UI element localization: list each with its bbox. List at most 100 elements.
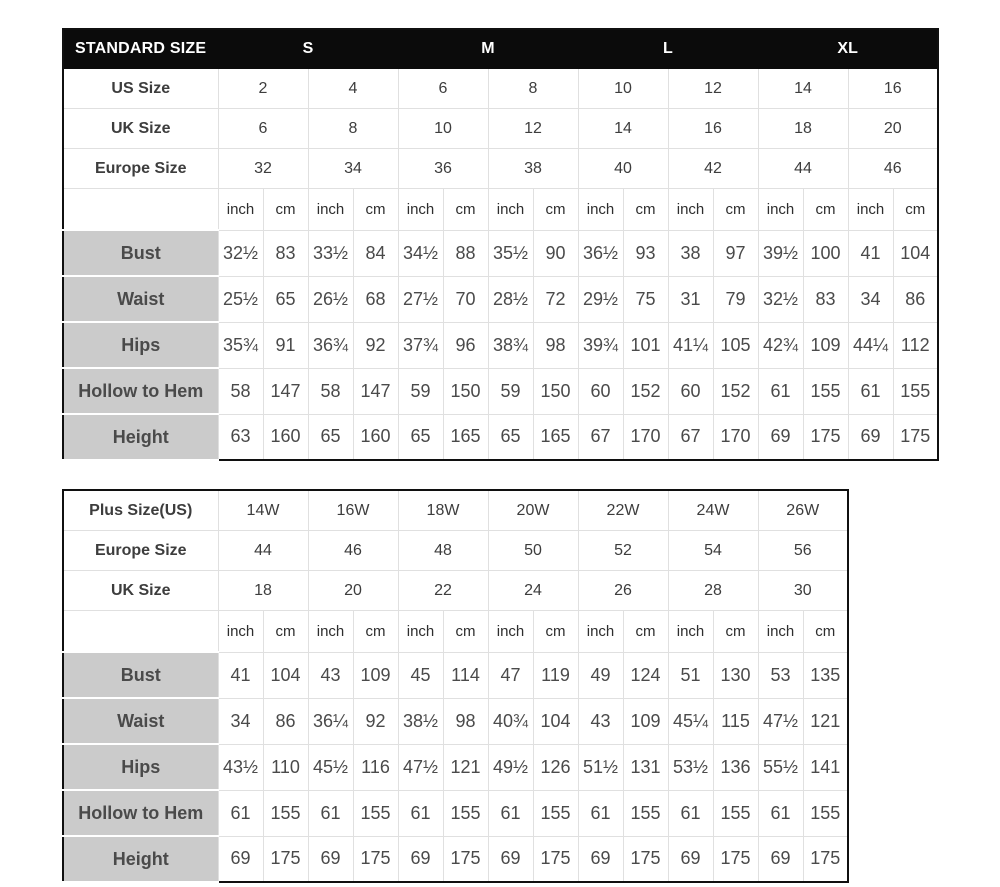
table-row: inch cm inch cm inch cm inch cm inch cm inch cm inch…	[62, 610, 849, 653]
measure-value-cell: 61	[757, 367, 804, 415]
row-label: Hollow to Hem	[62, 367, 219, 415]
measure-value-cell: 126	[532, 743, 579, 791]
size-value-cell: 38	[487, 148, 579, 189]
measure-value-cell: 147	[352, 367, 399, 415]
plus-size-table: Plus Size(US) 14W 16W 18W 20W 22W 24W 26W Europe…	[62, 489, 849, 883]
size-value-cell: 10	[577, 68, 669, 109]
measure-value-cell: 86	[892, 275, 939, 323]
measure-value-cell: 61	[757, 789, 804, 837]
measure-value-cell: 60	[667, 367, 714, 415]
size-group-header: L	[577, 28, 759, 69]
table-row: UK Size 6 8 10 12 14 16 18 20	[62, 108, 939, 149]
measure-value-cell: 124	[622, 651, 669, 699]
measure-value-cell: 65	[262, 275, 309, 323]
measure-value-cell: 112	[892, 321, 939, 369]
size-value-cell: 2	[217, 68, 309, 109]
measure-value-cell: 28½	[487, 275, 534, 323]
measure-value-cell: 175	[802, 413, 849, 461]
row-label: Europe Size	[62, 148, 219, 189]
measure-value-cell: 69	[217, 835, 264, 883]
measure-value-cell: 175	[532, 835, 579, 883]
size-value-cell: 12	[487, 108, 579, 149]
size-value-cell: 44	[757, 148, 849, 189]
table-row: Waist 25½ 65 26½ 68 27½ 70 28½ 72 29½ 75 31 79 32½ 83 3…	[62, 275, 939, 323]
measure-value-cell: 115	[712, 697, 759, 745]
measure-value-cell: 42¾	[757, 321, 804, 369]
measure-value-cell: 83	[802, 275, 849, 323]
table-row: Waist 34 86 36¼ 92 38½ 98 40¾ 104 43 109 45¼ 115 47½ 1…	[62, 697, 849, 745]
measure-value-cell: 47	[487, 651, 534, 699]
measure-value-cell: 155	[262, 789, 309, 837]
measure-value-cell: 27½	[397, 275, 444, 323]
size-group-header: M	[397, 28, 579, 69]
measure-value-cell: 92	[352, 321, 399, 369]
measure-value-cell: 43	[577, 697, 624, 745]
size-value-cell: 40	[577, 148, 669, 189]
measure-value-cell: 45	[397, 651, 444, 699]
row-label: US Size	[62, 68, 219, 109]
size-value-cell: 50	[487, 530, 579, 571]
table-row: Height 63 160 65 160 65 165 65 165 67 170 67 170 69 17…	[62, 413, 939, 461]
size-value-cell: 26W	[757, 489, 849, 531]
measure-value-cell: 86	[262, 697, 309, 745]
table-row: Hollow to Hem 61 155 61 155 61 155 61 155 61 155 61…	[62, 789, 849, 837]
measure-value-cell: 70	[442, 275, 489, 323]
unit-header-cm: cm	[622, 610, 669, 653]
measure-value-cell: 49½	[487, 743, 534, 791]
measure-value-cell: 38½	[397, 697, 444, 745]
measure-value-cell: 60	[577, 367, 624, 415]
table-row: Plus Size(US) 14W 16W 18W 20W 22W 24W 26W	[62, 489, 849, 531]
measure-value-cell: 35½	[487, 229, 534, 277]
measure-value-cell: 155	[802, 789, 849, 837]
unit-header-cm: cm	[892, 188, 939, 231]
measure-value-cell: 47½	[757, 697, 804, 745]
unit-header-cm: cm	[442, 188, 489, 231]
measure-value-cell: 98	[442, 697, 489, 745]
measure-value-cell: 32½	[217, 229, 264, 277]
measure-value-cell: 116	[352, 743, 399, 791]
unit-header-inch: inch	[307, 610, 354, 653]
unit-header-cm: cm	[262, 610, 309, 653]
measure-value-cell: 53½	[667, 743, 714, 791]
measure-value-cell: 39¾	[577, 321, 624, 369]
measure-value-cell: 61	[667, 789, 714, 837]
size-value-cell: 4	[307, 68, 399, 109]
measure-value-cell: 160	[352, 413, 399, 461]
measure-value-cell: 45¼	[667, 697, 714, 745]
unit-header-inch: inch	[847, 188, 894, 231]
measure-value-cell: 43	[307, 651, 354, 699]
unit-header-inch: inch	[397, 188, 444, 231]
row-label: Waist	[62, 275, 219, 323]
table-row: Hollow to Hem 58 147 58 147 59 150 59 150 60 152 60…	[62, 367, 939, 415]
measure-value-cell: 37¾	[397, 321, 444, 369]
measure-value-cell: 175	[802, 835, 849, 883]
measure-value-cell: 61	[397, 789, 444, 837]
size-value-cell: 6	[217, 108, 309, 149]
unit-header-cm: cm	[712, 188, 759, 231]
measure-value-cell: 44¼	[847, 321, 894, 369]
measure-value-cell: 26½	[307, 275, 354, 323]
measure-value-cell: 63	[217, 413, 264, 461]
measure-value-cell: 175	[622, 835, 669, 883]
unit-header-inch: inch	[577, 188, 624, 231]
size-value-cell: 28	[667, 570, 759, 611]
measure-value-cell: 41¼	[667, 321, 714, 369]
size-value-cell: 46	[307, 530, 399, 571]
size-value-cell: 56	[757, 530, 849, 571]
row-label: Hips	[62, 321, 219, 369]
unit-header-cm: cm	[352, 188, 399, 231]
measure-value-cell: 49	[577, 651, 624, 699]
measure-value-cell: 33½	[307, 229, 354, 277]
size-value-cell: 32	[217, 148, 309, 189]
measure-value-cell: 69	[757, 835, 804, 883]
measure-value-cell: 109	[622, 697, 669, 745]
table-row: Hips 35¾ 91 36¾ 92 37¾ 96 38¾ 98 39¾ 101 41¼ 105 42¾ 1…	[62, 321, 939, 369]
measure-value-cell: 69	[577, 835, 624, 883]
measure-value-cell: 68	[352, 275, 399, 323]
measure-value-cell: 135	[802, 651, 849, 699]
measure-value-cell: 65	[307, 413, 354, 461]
measure-value-cell: 152	[712, 367, 759, 415]
size-value-cell: 18W	[397, 489, 489, 531]
measure-value-cell: 165	[442, 413, 489, 461]
